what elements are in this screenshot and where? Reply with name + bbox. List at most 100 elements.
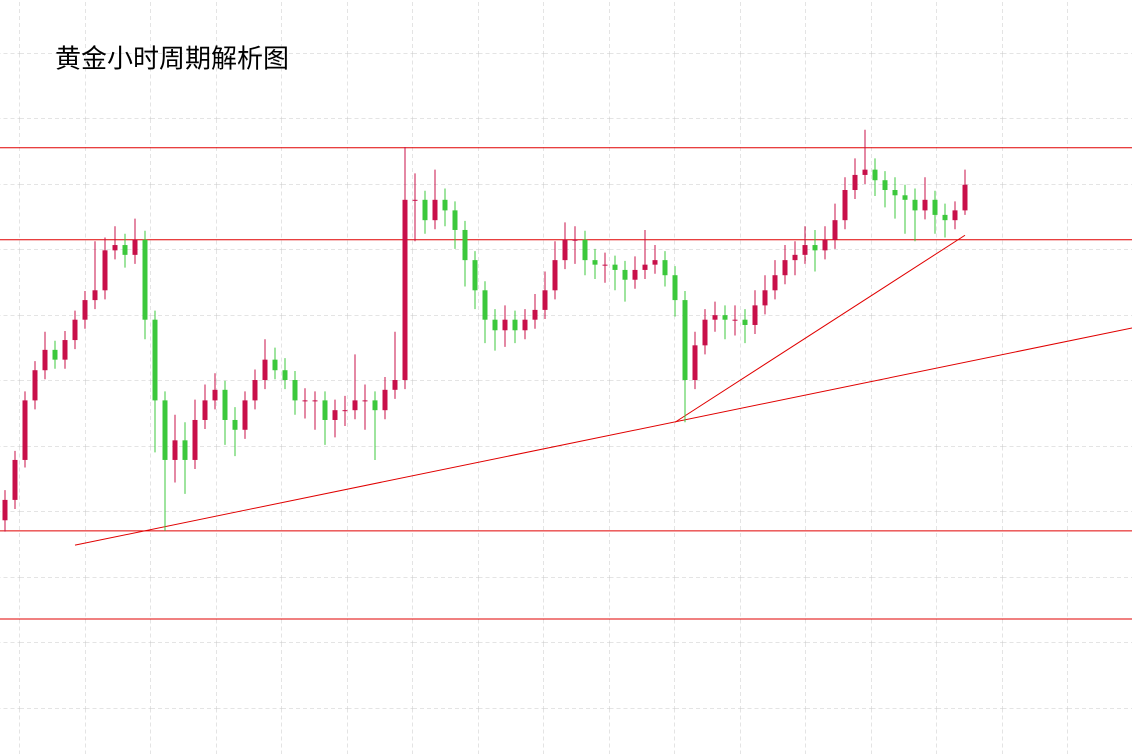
candle-body (842, 190, 848, 221)
candle-body (882, 180, 888, 191)
candle-body (802, 245, 808, 255)
candle-body (412, 199, 418, 201)
candle-body (132, 239, 138, 255)
candle-body (552, 260, 558, 291)
candle-body (902, 195, 908, 200)
candle-body (92, 290, 98, 301)
candle-body (642, 264, 648, 270)
trend-line (674, 234, 966, 423)
candle-body (892, 190, 898, 196)
candle-body (162, 400, 168, 460)
candle-body (732, 319, 738, 321)
candle-body (522, 319, 528, 331)
candle-body (792, 254, 798, 261)
candle-body (562, 239, 568, 261)
candle-body (192, 419, 198, 460)
candle-body (72, 319, 78, 341)
candle-body (262, 359, 268, 381)
candle-body (872, 169, 878, 181)
candle-body (962, 184, 968, 211)
candle-body (422, 199, 428, 221)
candle-body (452, 210, 458, 230)
candle-body (622, 269, 628, 280)
candle-body (852, 174, 858, 191)
candle-body (932, 199, 938, 215)
plot (0, 129, 1132, 620)
candle-body (52, 349, 58, 360)
candle-body (442, 199, 448, 211)
candle-body (462, 229, 468, 261)
candle-body (282, 370, 288, 381)
candle-body (602, 264, 608, 266)
candle-body (482, 290, 488, 320)
candle-body (62, 340, 68, 360)
candle-body (652, 260, 658, 265)
candle-body (272, 359, 278, 371)
candle-body (472, 260, 478, 291)
trend-line (74, 327, 1132, 546)
candle-body (692, 345, 698, 381)
candle-body (722, 315, 728, 320)
candle-body (12, 459, 18, 500)
candle-body (312, 400, 318, 402)
candle-body (292, 380, 298, 401)
candle-body (832, 220, 838, 240)
candle-body (742, 319, 748, 325)
candle-body (712, 315, 718, 320)
chart-title: 黄金小时周期解析图 (55, 45, 289, 75)
candle-body (392, 380, 398, 390)
candle-body (302, 400, 308, 402)
candle-body (32, 370, 38, 401)
candle-body (542, 290, 548, 310)
candle-body (152, 319, 158, 401)
candle-body (942, 214, 948, 221)
candle-body (822, 239, 828, 251)
candle-body (2, 499, 8, 521)
candle-body (202, 400, 208, 420)
candle-body (502, 319, 508, 331)
candle-body (22, 400, 28, 460)
candle-body (572, 239, 578, 241)
candle-body (112, 245, 118, 251)
candle-body (402, 199, 408, 381)
candle-body (362, 400, 368, 402)
candle-body (352, 400, 358, 411)
candle-body (242, 400, 248, 430)
candle-body (492, 319, 498, 331)
candle-body (912, 199, 918, 211)
candle-body (952, 210, 958, 221)
candle-body (372, 400, 378, 411)
candle-body (222, 389, 228, 420)
candle-body (922, 199, 928, 211)
candle-body (632, 269, 638, 280)
candle-body (232, 419, 238, 430)
candle-body (182, 440, 188, 460)
candle-body (342, 410, 348, 412)
candle-body (322, 400, 328, 420)
candle-body (382, 389, 388, 411)
candle-body (682, 300, 688, 381)
candle-body (432, 199, 438, 221)
candle-body (102, 250, 108, 291)
candle-body (702, 319, 708, 346)
candle-body (782, 260, 788, 276)
candle-body (862, 169, 868, 175)
candle-body (612, 264, 618, 270)
candle-body (592, 260, 598, 265)
candle-body (662, 260, 668, 276)
candle-body (512, 319, 518, 331)
candle-body (332, 410, 338, 420)
candle-body (212, 389, 218, 401)
candle-body (532, 309, 538, 320)
candle-body (762, 290, 768, 306)
candle-body (772, 275, 778, 291)
candle-body (142, 239, 148, 320)
candle-body (582, 239, 588, 261)
candle-body (252, 380, 258, 401)
candle-body (752, 305, 758, 325)
candle-body (42, 349, 48, 371)
candle-body (172, 440, 178, 460)
candle-body (122, 245, 128, 255)
